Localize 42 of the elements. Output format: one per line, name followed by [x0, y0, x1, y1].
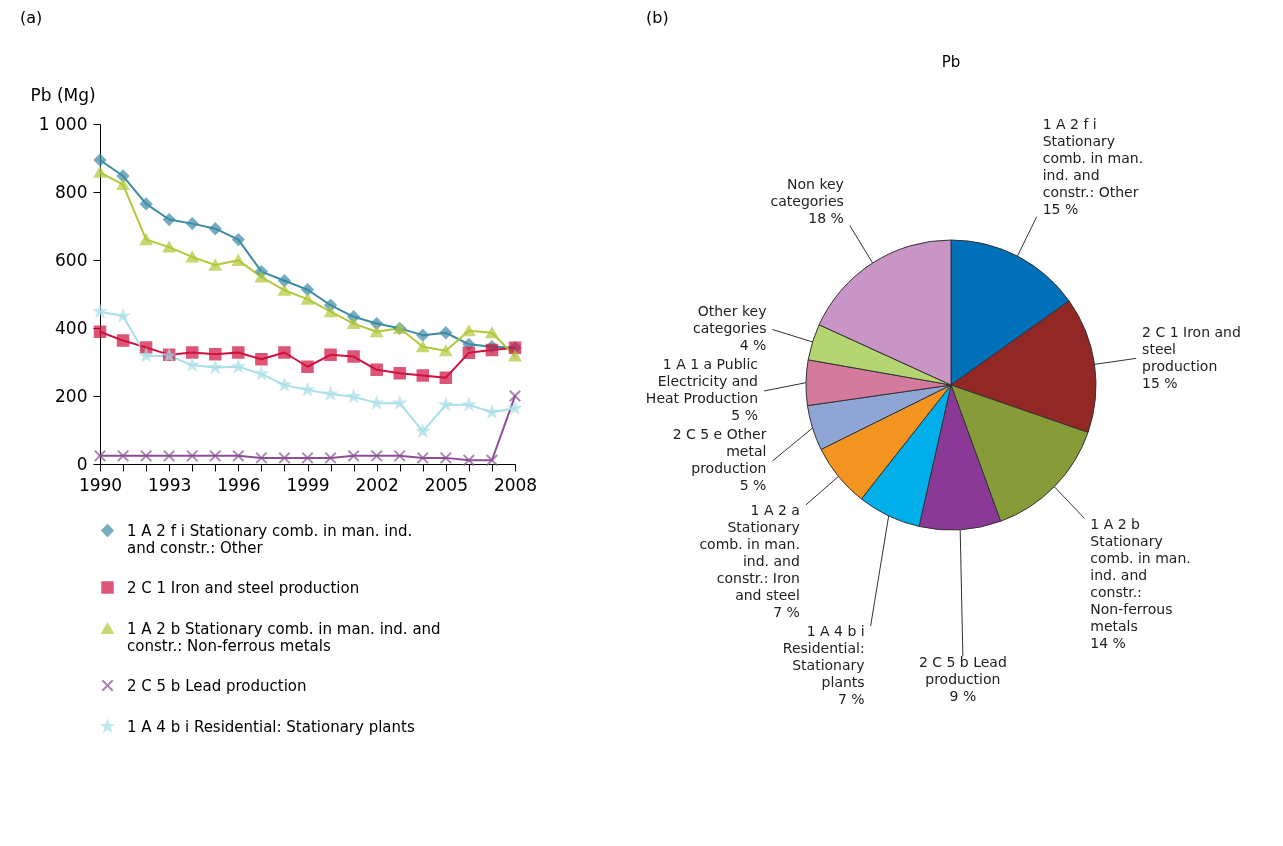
data-label: 7 % [837, 691, 865, 708]
y-tick-label: 200 [55, 385, 88, 406]
slice-label: 1 A 1 a Public Electricity and Heat Production [645, 356, 759, 407]
y-tick-label: 800 [55, 181, 88, 202]
x-tick-label: 1993 [148, 474, 192, 495]
data-label: 9 % [949, 687, 977, 704]
chart-title: (a) [20, 8, 43, 27]
slice-label: 1 A 2 f i Stationary comb. in man. ind. and constr.: Other [1042, 116, 1144, 201]
y-tick-label: 600 [55, 249, 88, 270]
legend-label: 2 C 5 b Lead production [127, 676, 307, 695]
data-label: 5 % [739, 477, 767, 494]
y-tick-label: 400 [55, 317, 88, 338]
data-label: 18 % [808, 210, 844, 227]
x-tick-label: 1996 [217, 474, 261, 495]
y-axis-title: Pb (Mg) [30, 84, 96, 105]
y-tick-label: 1 000 [38, 113, 88, 134]
chart-title: Pb [941, 53, 961, 71]
data-label: 4 % [739, 337, 767, 354]
x-tick-label: 1999 [286, 474, 330, 495]
slice-label: 2 C 5 b Lead production [918, 653, 1007, 687]
x-tick-label: 2008 [493, 474, 538, 495]
x-tick-label: 2005 [424, 474, 468, 495]
data-label: 14 % [1090, 634, 1126, 651]
data-label: 7 % [773, 604, 800, 621]
x-tick-label: 2002 [355, 474, 399, 495]
slice-label: 2 C 1 Iron and steel production [1142, 323, 1241, 374]
slice-label: Other key categories [693, 303, 767, 337]
data-label: 15 % [1042, 201, 1079, 218]
y-tick-label: 0 [76, 453, 88, 474]
slice-label: 2 C 5 e Other metal production [672, 426, 767, 477]
text: (b) [646, 8, 669, 27]
legend-label: 2 C 1 Iron and steel production [127, 578, 360, 597]
slice-label: Non key categories [770, 176, 844, 210]
slice-label: 1 A 4 b i Residential: Stationary plants [782, 623, 865, 691]
data-label: 5 % [731, 407, 759, 424]
x-tick-label: 1990 [78, 474, 123, 495]
data-label: 15 % [1142, 374, 1178, 391]
legend-label: 1 A 2 b Stationary comb. in man. ind. and constr.: Non-ferrous metals [127, 619, 441, 655]
legend-label: 1 A 4 b i Residential: Stationary plants [127, 717, 415, 736]
slice-label: 1 A 2 b Stationary comb. in man. ind. and constr.: Non-ferrous metals [1090, 515, 1191, 634]
legend-label: 1 A 2 f i Stationary comb. in man. ind. and constr.: Other [127, 521, 413, 557]
slice-label: 1 A 2 a Stationary comb. in man. ind. and constr.: Iron and steel [699, 502, 800, 604]
